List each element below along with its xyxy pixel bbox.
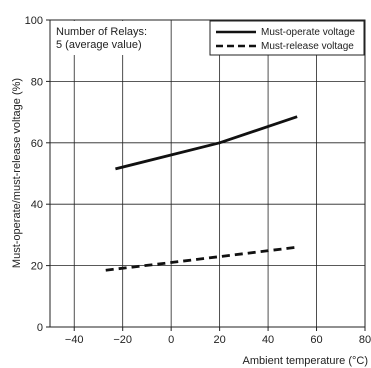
x-tick-label: 40 [262, 334, 274, 346]
x-tick-label: 60 [310, 334, 322, 346]
series-line-must-release [105, 245, 298, 272]
x-tick-label: 80 [359, 334, 371, 346]
x-tick-label: 0 [168, 334, 174, 346]
legend-label-must-release: Must-release voltage [261, 41, 354, 52]
y-tick-label: 0 [37, 322, 43, 334]
grid [50, 20, 365, 327]
annotation-line-2: 5 (average value) [56, 39, 142, 51]
y-tick-label: 100 [25, 15, 43, 27]
annotation-box [51, 21, 169, 55]
x-axis-label: Ambient temperature (°C) [243, 355, 368, 367]
series-lines [105, 115, 298, 272]
y-axis-label: Must-operate/must-release voltage (%) [11, 78, 23, 268]
plot-area [49, 19, 366, 328]
y-tick-label: 80 [31, 76, 43, 88]
annotation-line-1: Number of Relays: [56, 26, 147, 38]
y-tick-label: 60 [31, 138, 43, 150]
y-tick-label: 20 [31, 261, 43, 273]
y-tick-label: 40 [31, 199, 43, 211]
legend-box [209, 20, 365, 56]
x-tick-label: −20 [113, 334, 132, 346]
legend-label-must-operate: Must-operate voltage [261, 27, 355, 38]
x-tick-label: 20 [213, 334, 225, 346]
x-axis-ticks: −40 −20 0 20 40 60 80 [65, 327, 371, 346]
y-axis-ticks: 0 20 40 60 80 100 [25, 15, 50, 334]
x-tick-label: −40 [65, 334, 84, 346]
series-line-must-operate [115, 115, 298, 171]
